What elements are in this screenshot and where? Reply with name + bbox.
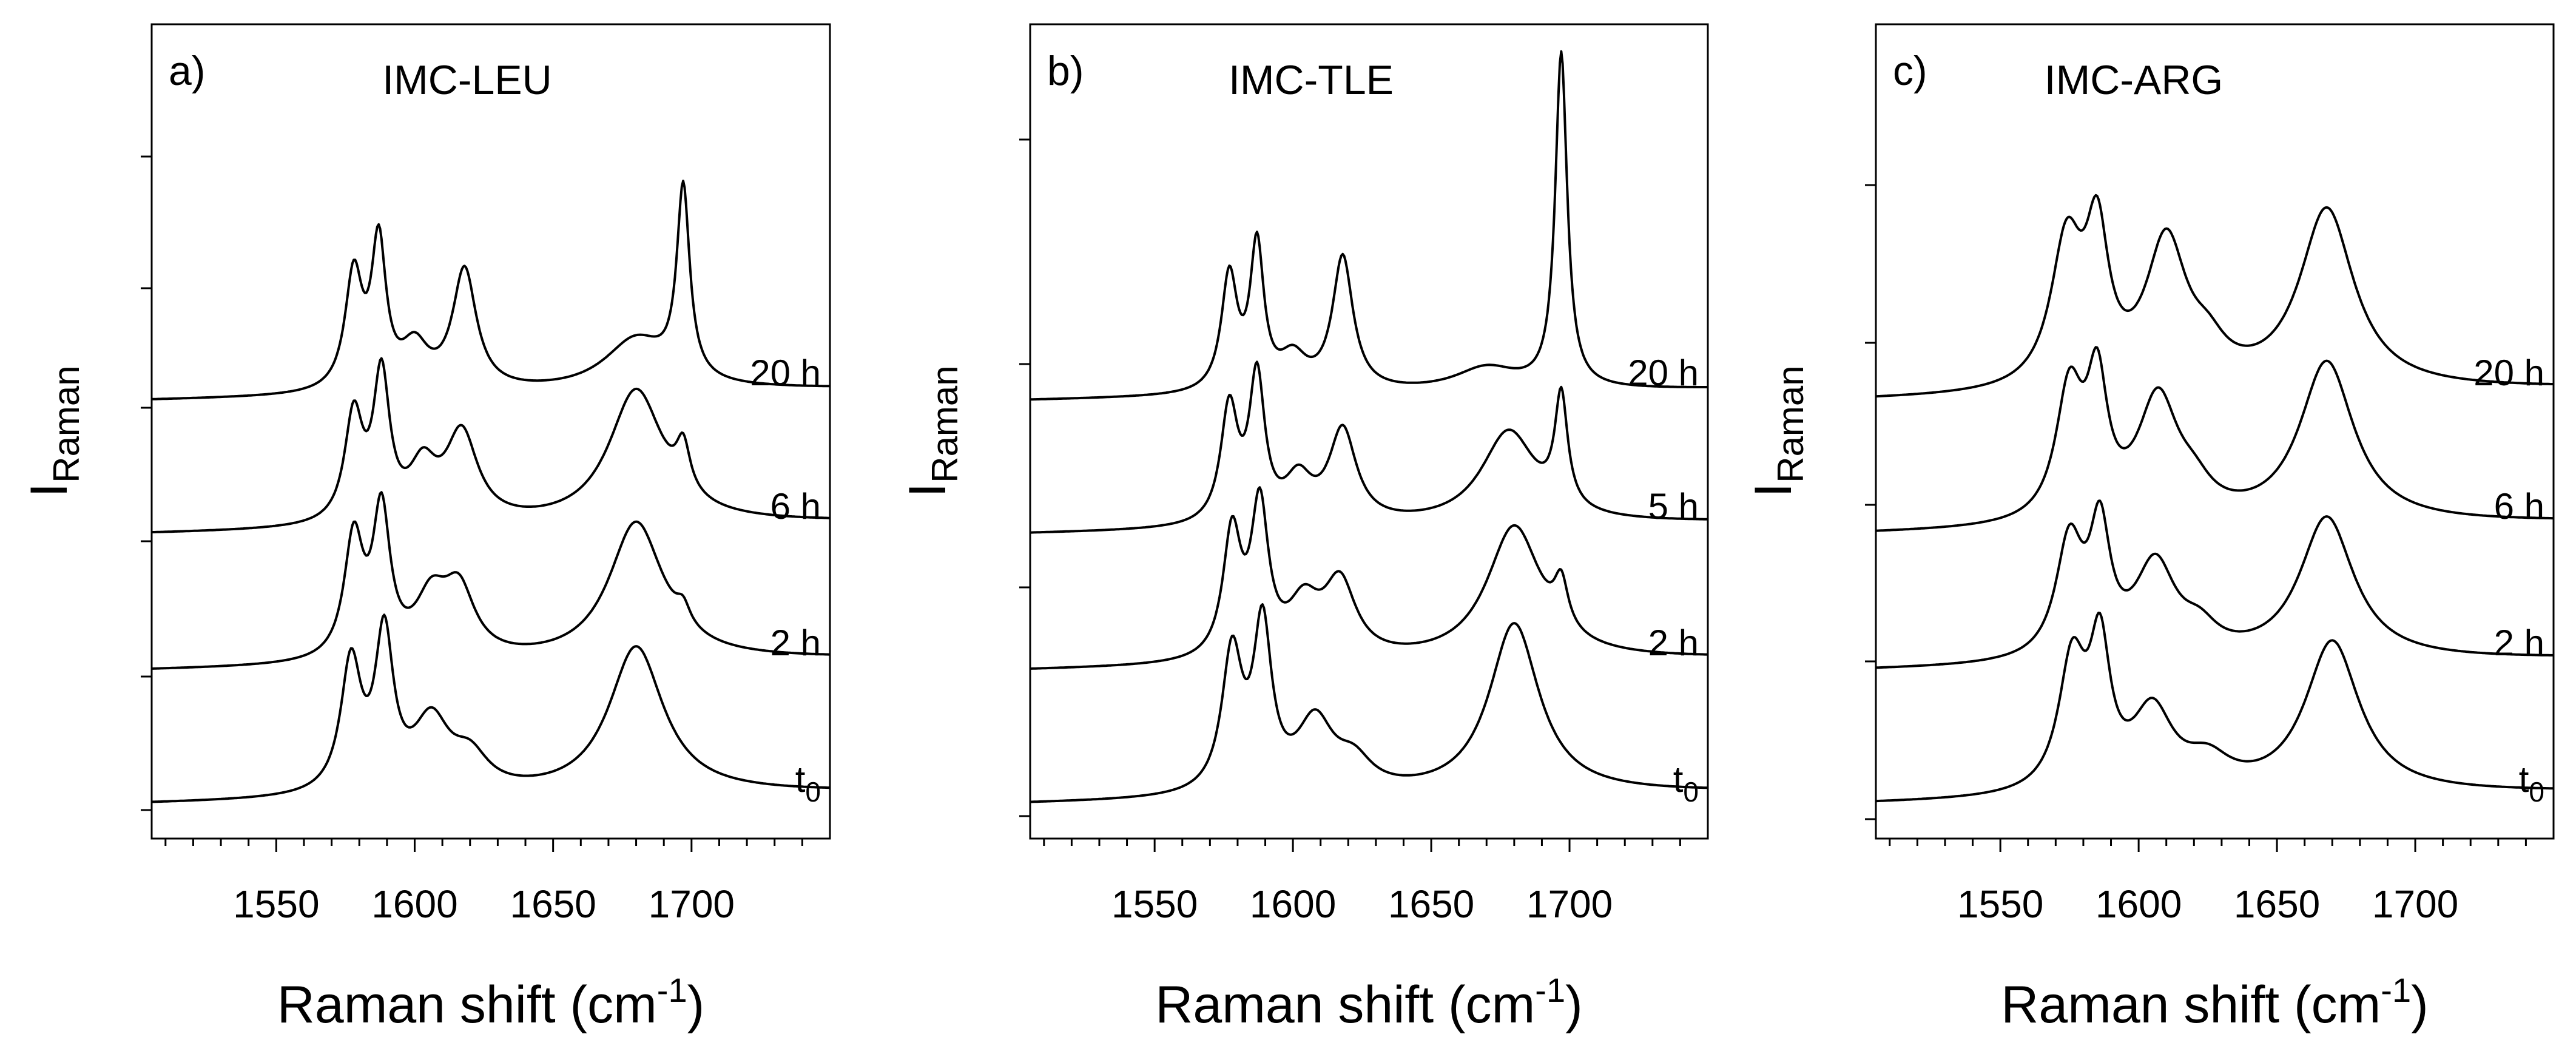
- x-tick-label: 1650: [2234, 882, 2320, 926]
- y-axis-title: IRaman: [899, 365, 965, 497]
- curve-label: t0: [2519, 759, 2544, 808]
- x-tick-label: 1700: [2372, 882, 2458, 926]
- curve-label: t0: [1673, 759, 1699, 808]
- curve-label: 5 h: [1648, 486, 1699, 527]
- plot-frame: [1875, 23, 2555, 840]
- spectrum-2h: [1875, 499, 2554, 669]
- curve-label: 20 h: [750, 353, 821, 393]
- spectrum-t0: [1030, 603, 1708, 803]
- spectrum-2h: [152, 491, 830, 670]
- spectrum-20h: [152, 180, 830, 400]
- spectrum-6h: [1876, 346, 2554, 532]
- curve-label: 6 h: [2494, 486, 2544, 527]
- curve-label: t0: [795, 759, 821, 808]
- curve-label: 6 h: [770, 486, 821, 527]
- curve-label: 2 h: [770, 623, 821, 663]
- panel-letter: a): [169, 48, 205, 94]
- panel-1: 1550 1600 1650 1700 Raman shift (cm-1) IRaman…: [20, 23, 831, 1034]
- x-axis-title: Raman shift (cm-1): [277, 971, 704, 1034]
- plot-frame: [150, 23, 831, 840]
- curve-label: 20 h: [1628, 353, 1699, 393]
- spectrum-2h: [1030, 486, 1708, 670]
- curve-label: 2 h: [2494, 623, 2544, 663]
- x-tick-label: 1550: [1111, 882, 1198, 926]
- panel-title: IMC-LEU: [382, 57, 552, 103]
- panel-2: 1550 1600 1650 1700 Raman shift (cm-1) IRaman…: [899, 23, 1709, 1034]
- panel-title: IMC-ARG: [2045, 57, 2224, 103]
- x-tick-label: 1550: [1957, 882, 2043, 926]
- y-axis-title: IRaman: [1744, 365, 1811, 497]
- spectrum-20h: [1875, 194, 2554, 398]
- plot-frame: [1029, 23, 1709, 840]
- x-tick-label: 1700: [1526, 882, 1613, 926]
- spectrum-6h: [151, 357, 830, 534]
- x-tick-label: 1700: [649, 882, 735, 926]
- x-tick-label: 1600: [2096, 882, 2182, 926]
- panel-title: IMC-TLE: [1229, 57, 1394, 103]
- x-axis-title: Raman shift (cm-1): [1155, 971, 1582, 1034]
- curve-label: 20 h: [2473, 353, 2544, 393]
- spectrum-5h: [1030, 360, 1708, 534]
- y-axis-title: IRaman: [20, 365, 87, 497]
- x-tick-label: 1650: [510, 882, 596, 926]
- panel-letter: b): [1047, 48, 1084, 94]
- x-axis-title: Raman shift (cm-1): [2001, 971, 2428, 1034]
- x-tick-label: 1650: [1388, 882, 1474, 926]
- curve-label: 2 h: [1648, 623, 1699, 663]
- x-tick-label: 1600: [1250, 882, 1336, 926]
- panel-letter: c): [1893, 48, 1927, 94]
- x-tick-label: 1550: [233, 882, 319, 926]
- panel-3: 1550 1600 1650 1700 Raman shift (cm-1) IRaman…: [1744, 23, 2555, 1034]
- spectrum-t0: [1876, 612, 2554, 803]
- x-tick-label: 1600: [371, 882, 457, 926]
- spectrum-t0: [151, 613, 831, 803]
- spectrum-20h: [1030, 50, 1708, 401]
